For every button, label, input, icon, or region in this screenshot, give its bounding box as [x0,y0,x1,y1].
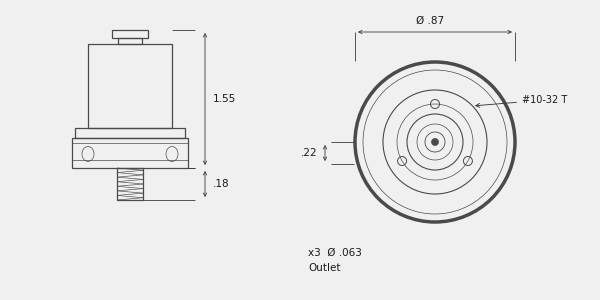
Circle shape [431,139,439,145]
Bar [118,38,142,44]
Bar [75,128,185,138]
Text: .18: .18 [213,179,230,189]
Bar [88,44,172,128]
Bar [117,168,143,200]
Text: x3  Ø .063
Outlet: x3 Ø .063 Outlet [308,248,362,273]
Text: .22: .22 [301,148,318,158]
Bar [112,30,148,38]
Bar [72,138,188,168]
Text: #10-32 T: #10-32 T [476,95,567,107]
Text: Ø .87: Ø .87 [416,16,444,26]
Text: 1.55: 1.55 [213,94,236,104]
